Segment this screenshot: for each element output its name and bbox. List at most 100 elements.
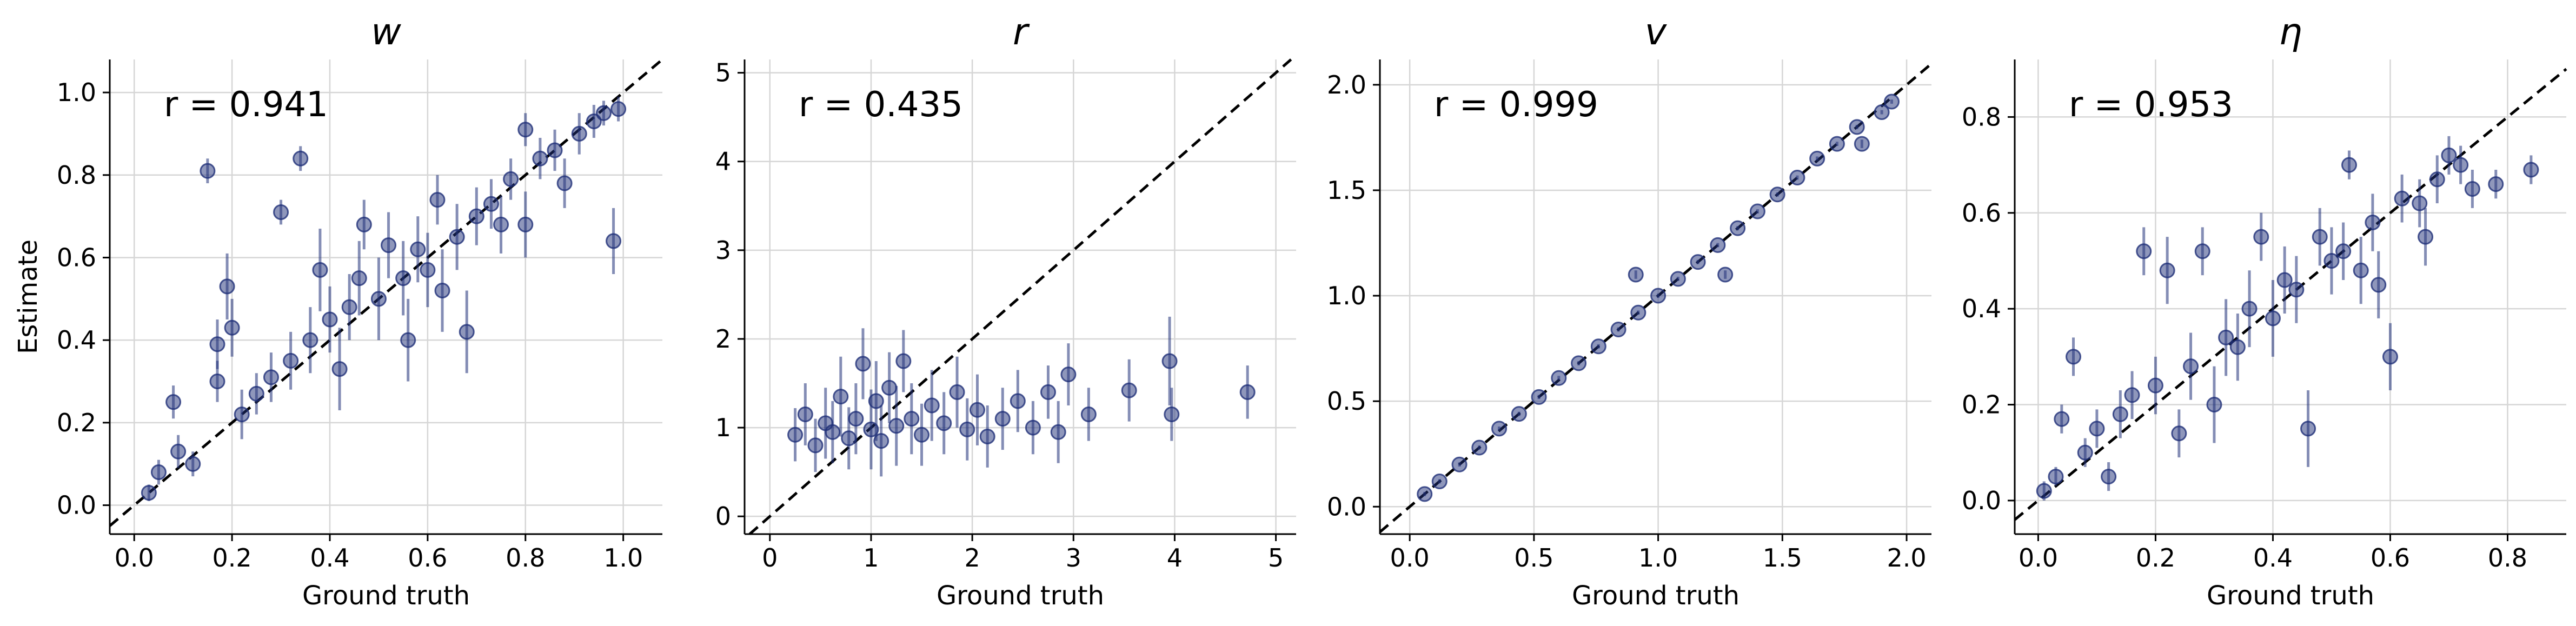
data-point xyxy=(1769,187,1785,203)
data-point xyxy=(2048,469,2064,485)
data-point xyxy=(503,171,519,187)
data-point xyxy=(356,216,372,232)
data-point xyxy=(1630,304,1646,321)
axes-eta xyxy=(2014,59,2566,535)
data-point xyxy=(234,407,250,423)
data-point xyxy=(1571,355,1587,371)
points-v xyxy=(1417,94,1900,502)
data-point xyxy=(571,125,587,142)
panel-v: 0.0 0.5 1.0 1.5 2.0 0.0 0.5 1.0 1.5 2.0 v r = 0.… xyxy=(1327,11,1933,611)
y-tick-label: 2 xyxy=(715,324,731,354)
data-point xyxy=(1829,136,1845,152)
x-ticks-v: 0.0 0.5 1.0 1.5 2.0 xyxy=(1390,534,1927,572)
data-point xyxy=(2147,377,2163,394)
data-point xyxy=(312,262,328,278)
data-point xyxy=(1010,393,1026,409)
data-point xyxy=(2453,157,2469,173)
y-tick-label: 0.0 xyxy=(1962,486,2001,515)
data-point xyxy=(1849,119,1865,135)
data-point xyxy=(2077,444,2093,461)
data-point xyxy=(2101,469,2117,485)
data-point xyxy=(2206,397,2222,413)
data-point xyxy=(1854,136,1870,152)
data-point xyxy=(959,421,975,437)
x-tick-label: 2 xyxy=(964,543,980,572)
y-tick-label: 0.6 xyxy=(1962,198,2001,228)
data-point xyxy=(1040,384,1056,400)
y-ticks-w: 0.0 0.2 0.4 0.6 0.8 1.0 xyxy=(57,78,110,520)
data-point xyxy=(2054,411,2070,427)
y-tick-label: 0 xyxy=(715,502,731,531)
data-point xyxy=(420,262,436,278)
data-point xyxy=(1491,421,1508,437)
data-point xyxy=(141,485,157,501)
x-tick-label: 0.6 xyxy=(2371,543,2410,572)
data-point xyxy=(610,101,627,117)
data-point xyxy=(2300,421,2316,437)
panel-title-v: v xyxy=(1645,11,1668,54)
data-point xyxy=(165,394,182,410)
data-point xyxy=(434,283,450,299)
data-point xyxy=(606,233,622,249)
data-point xyxy=(2341,157,2358,173)
panel-r: 0 1 2 3 4 5 0 1 2 3 4 5 r r = 0.435 Ground truth xyxy=(715,11,1296,611)
y-tick-label: 0.0 xyxy=(1327,492,1366,521)
data-point xyxy=(586,114,602,130)
x-tick-label: 0.8 xyxy=(2488,543,2527,572)
data-point xyxy=(1590,338,1606,355)
identity-line xyxy=(748,58,1292,535)
data-point xyxy=(2218,329,2234,345)
data-point xyxy=(459,324,475,340)
y-tick-label: 1.0 xyxy=(57,78,96,107)
data-point xyxy=(2265,310,2281,327)
data-point xyxy=(1551,370,1567,386)
x-tick-label: 1.5 xyxy=(1763,543,1802,572)
data-point xyxy=(2488,176,2504,192)
data-point xyxy=(2365,215,2381,231)
correlation-label-v: r = 0.999 xyxy=(1434,85,1598,125)
correlation-label-eta: r = 0.953 xyxy=(2069,85,2233,125)
data-point xyxy=(1883,94,1900,110)
y-tick-label: 1 xyxy=(715,413,731,442)
data-point xyxy=(200,163,216,179)
data-point xyxy=(429,192,446,208)
data-point xyxy=(1431,473,1448,489)
data-point xyxy=(2276,272,2293,288)
y-tick-label: 0.5 xyxy=(1327,387,1366,416)
data-point xyxy=(848,411,864,427)
data-point xyxy=(2418,229,2434,245)
data-point xyxy=(2441,147,2457,163)
data-point xyxy=(400,332,416,348)
data-point xyxy=(468,208,484,224)
data-point xyxy=(170,443,187,459)
data-point xyxy=(556,175,573,191)
x-tick-label: 0.4 xyxy=(310,543,349,572)
data-point xyxy=(1471,439,1488,456)
y-tick-label: 0.6 xyxy=(57,243,96,272)
data-point xyxy=(302,332,318,348)
data-point xyxy=(1239,384,1256,400)
data-point xyxy=(341,299,357,315)
y-tick-label: 2.0 xyxy=(1327,70,1366,99)
x-axis-label-v: Ground truth xyxy=(1572,581,1740,611)
data-point xyxy=(924,397,940,414)
data-point xyxy=(517,216,534,232)
data-point xyxy=(1874,104,1890,121)
data-point xyxy=(2183,358,2199,375)
y-tick-label: 1.0 xyxy=(1327,281,1366,310)
data-point xyxy=(2089,421,2105,437)
data-point xyxy=(1610,321,1626,337)
y-tick-label: 0.4 xyxy=(57,325,96,355)
y-axis-label-w: Estimate xyxy=(13,239,43,354)
x-tick-label: 1 xyxy=(863,543,879,572)
x-ticks-r: 0 1 2 3 4 5 xyxy=(762,534,1284,572)
data-point xyxy=(1809,150,1825,167)
data-point xyxy=(863,421,879,437)
y-ticks-r: 0 1 2 3 4 5 xyxy=(715,58,745,531)
panel-eta: 0.0 0.2 0.4 0.6 0.8 0.0 0.2 0.4 0.6 0.8 η r = 0.… xyxy=(1962,11,2567,611)
x-tick-label: 1.0 xyxy=(1638,543,1678,572)
data-point xyxy=(224,319,240,336)
axes-r xyxy=(743,59,1296,535)
y-ticks-eta: 0.0 0.2 0.4 0.6 0.8 xyxy=(1962,102,2015,515)
data-point xyxy=(881,379,898,396)
